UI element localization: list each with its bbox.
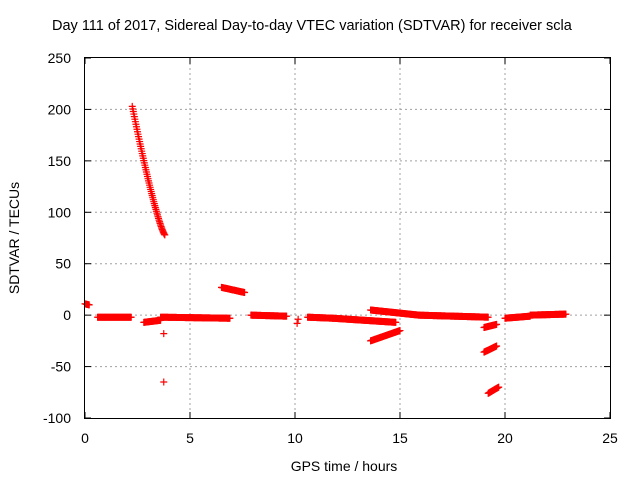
y-tick-label: 0 bbox=[63, 307, 71, 323]
grid bbox=[85, 58, 610, 418]
data-point bbox=[562, 310, 570, 318]
data-series bbox=[81, 102, 570, 397]
data-point bbox=[484, 313, 492, 321]
data-point bbox=[493, 320, 501, 328]
y-axis-label: SDTVAR / TECUs bbox=[6, 182, 22, 294]
data-point bbox=[283, 312, 291, 320]
data-point bbox=[160, 378, 168, 386]
data-point bbox=[493, 342, 501, 350]
x-axis-label: GPS time / hours bbox=[291, 458, 398, 474]
data-point bbox=[161, 231, 169, 239]
data-point bbox=[127, 313, 135, 321]
y-tick-label: 150 bbox=[48, 153, 72, 169]
x-tick-label: 0 bbox=[81, 430, 89, 446]
y-tick-label: 50 bbox=[55, 256, 71, 272]
data-point bbox=[160, 330, 168, 338]
x-tick-label: 20 bbox=[497, 430, 513, 446]
data-point bbox=[293, 319, 301, 327]
data-point bbox=[85, 301, 93, 309]
y-tick-label: 250 bbox=[48, 50, 72, 66]
axis-ticks: 0 5 10 15 20 25 -100 -50 0 50 100 150 200 250 bbox=[43, 50, 618, 446]
data-point bbox=[495, 383, 503, 391]
x-tick-label: 25 bbox=[602, 430, 618, 446]
y-tick-label: 100 bbox=[48, 204, 72, 220]
y-tick-label: -50 bbox=[51, 359, 71, 375]
data-point bbox=[396, 327, 404, 335]
x-tick-label: 10 bbox=[287, 430, 303, 446]
data-point bbox=[241, 289, 249, 297]
x-tick-label: 15 bbox=[392, 430, 408, 446]
y-tick-label: -100 bbox=[43, 410, 71, 426]
x-tick-label: 5 bbox=[186, 430, 194, 446]
data-point bbox=[294, 315, 302, 323]
data-point bbox=[392, 318, 400, 326]
plot-frame bbox=[84, 57, 611, 419]
data-point bbox=[226, 314, 234, 322]
y-tick-label: 200 bbox=[48, 101, 72, 117]
chart-title: Day 111 of 2017, Sidereal Day-to-day VTE… bbox=[52, 18, 573, 34]
